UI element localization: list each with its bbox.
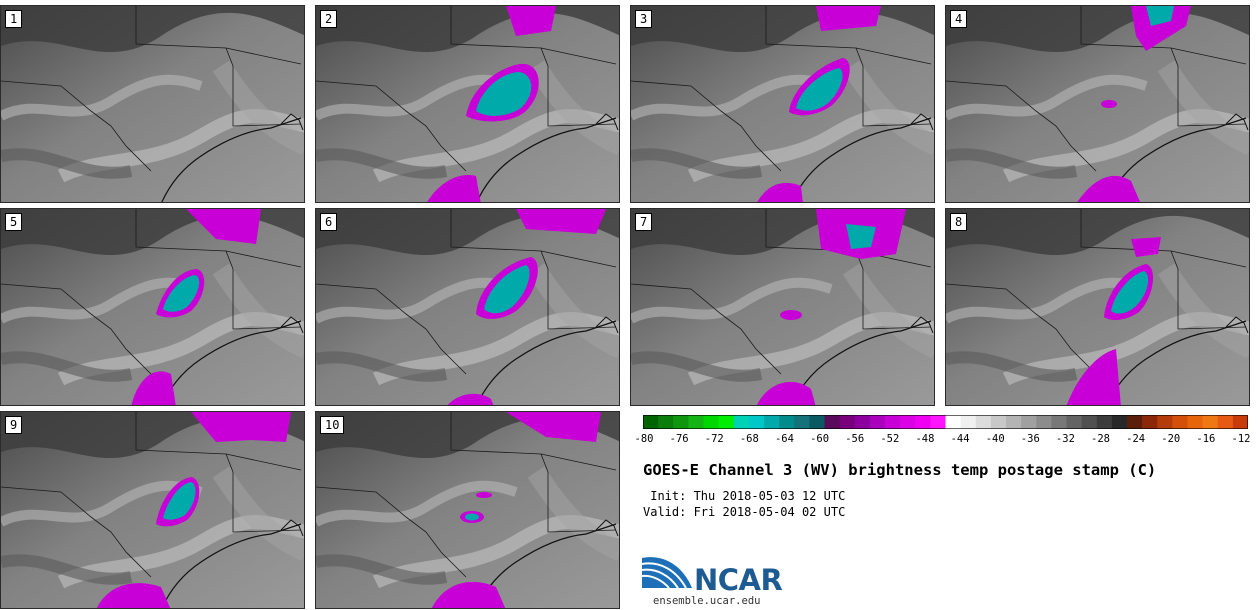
colorbar-tick-label: -40 — [985, 433, 1005, 445]
colorbar-tick-label: -28 — [1091, 433, 1110, 445]
colorbar-bin — [1066, 415, 1083, 429]
init-time: Init: Thu 2018-05-03 12 UTC — [643, 489, 846, 503]
colorbar-tick-label: -64 — [774, 433, 794, 445]
colorbar-tick-label: -16 — [1196, 433, 1216, 445]
map-panel: 9 — [0, 411, 305, 609]
colorbar-tick-label: -68 — [739, 433, 759, 445]
panel-number: 4 — [950, 10, 968, 28]
colorbar-bin — [1127, 415, 1143, 429]
colorbar-bin — [1081, 415, 1098, 429]
colorbar-tick-label: -36 — [1020, 433, 1040, 445]
colorbar-bin — [1006, 415, 1022, 429]
map-panel: 8 — [945, 208, 1250, 406]
colorbar-bin — [1021, 415, 1037, 429]
panel-map-image — [1, 209, 305, 405]
panel-map-image — [316, 209, 620, 405]
page-title: GOES-E Channel 3 (WV) brightness temp po… — [643, 461, 1157, 479]
colorbar-bin — [869, 415, 886, 429]
colorbar-bin — [1051, 415, 1068, 429]
map-panel: 10 — [315, 411, 620, 609]
colorbar-bin — [688, 415, 705, 429]
panel-map-image — [316, 412, 620, 608]
colorbar-bin — [1096, 415, 1113, 429]
colorbar-bin — [809, 415, 826, 429]
map-panel: 7 — [630, 208, 935, 406]
map-panel: 3 — [630, 5, 935, 203]
colorbar-bin — [658, 415, 674, 429]
colorbar-bin — [990, 415, 1007, 429]
colorbar-tick-label: -24 — [1126, 433, 1146, 445]
panel-map-image — [631, 209, 935, 405]
colorbar-bin — [703, 415, 720, 429]
colorbar-bin — [1187, 415, 1204, 429]
map-panel: 1 — [0, 5, 305, 203]
colorbar-bin — [673, 415, 689, 429]
colorbar-bin — [885, 415, 901, 429]
colorbar-bin — [1142, 415, 1158, 429]
colorbar-bin — [1111, 415, 1128, 429]
colorbar-tick-label: -44 — [950, 433, 970, 445]
panel-map-image — [1, 412, 305, 608]
colorbar-bin — [900, 415, 916, 429]
map-panel: 5 — [0, 208, 305, 406]
colorbar-bin — [1036, 415, 1052, 429]
panel-map-image — [946, 209, 1250, 405]
panel-number: 7 — [635, 213, 653, 231]
colorbar-bin — [1217, 415, 1234, 429]
colorbar-tick-label: -56 — [845, 433, 865, 445]
colorbar-bin — [930, 415, 947, 429]
colorbar-tick-label: -72 — [704, 433, 724, 445]
colorbar-bin — [1172, 415, 1189, 429]
panel-number: 9 — [5, 416, 23, 434]
colorbar-bin — [1157, 415, 1173, 429]
valid-time: Valid: Fri 2018-05-04 02 UTC — [643, 505, 846, 519]
logo-wordmark: NCAR — [694, 563, 783, 597]
panel-number: 10 — [320, 416, 345, 434]
panel-number: 2 — [320, 10, 338, 28]
map-panel: 4 — [945, 5, 1250, 203]
colorbar-bin — [824, 415, 841, 429]
colorbar-bin — [748, 415, 765, 429]
ncar-logo-icon — [642, 557, 692, 589]
colorbar-tick-label: -76 — [669, 433, 689, 445]
colorbar — [643, 415, 1248, 429]
colorbar-tick-label: -52 — [880, 433, 900, 445]
panel-number: 5 — [5, 213, 23, 231]
colorbar-tick-label: -12 — [1231, 433, 1251, 445]
colorbar-bin — [839, 415, 856, 429]
colorbar-bin — [975, 415, 992, 429]
panel-number: 1 — [5, 10, 23, 28]
panel-number: 8 — [950, 213, 968, 231]
colorbar-bin — [794, 415, 810, 429]
panel-map-image — [316, 6, 620, 202]
colorbar-bin — [733, 415, 750, 429]
colorbar-bin — [643, 415, 659, 429]
colorbar-bin — [854, 415, 871, 429]
colorbar-bin — [764, 415, 780, 429]
panel-number: 6 — [320, 213, 338, 231]
colorbar-bin — [960, 415, 977, 429]
colorbar-tick-label: -20 — [1161, 433, 1181, 445]
map-panel: 2 — [315, 5, 620, 203]
logo-url: ensemble.ucar.edu — [653, 595, 761, 607]
colorbar-bin — [1232, 415, 1248, 429]
colorbar-tick-label: -48 — [915, 433, 935, 445]
panel-number: 3 — [635, 10, 653, 28]
colorbar-tick-label: -80 — [634, 433, 654, 445]
colorbar-bin — [945, 415, 962, 429]
colorbar-bin — [718, 415, 735, 429]
panel-map-image — [1, 6, 305, 203]
panel-map-image — [946, 6, 1250, 202]
colorbar-bin — [1202, 415, 1219, 429]
panel-map-image — [631, 6, 935, 202]
colorbar-tick-label: -60 — [810, 433, 830, 445]
colorbar-bin — [915, 415, 931, 429]
colorbar-tick-label: -32 — [1055, 433, 1075, 445]
map-panel: 6 — [315, 208, 620, 406]
colorbar-bin — [779, 415, 795, 429]
